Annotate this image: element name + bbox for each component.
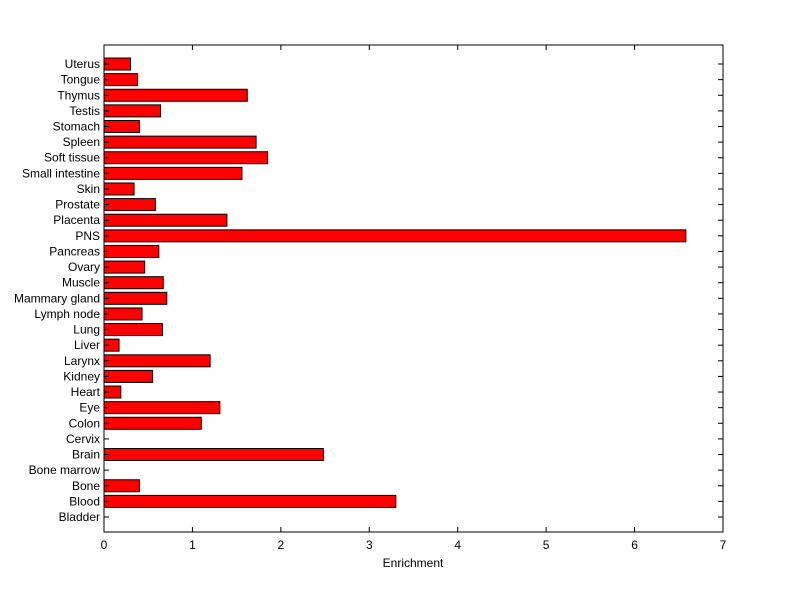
y-tick-label: Skin <box>77 182 100 196</box>
bar-mammary-gland <box>103 291 168 305</box>
y-tick-label: Muscle <box>62 276 100 290</box>
bars-group <box>103 57 687 508</box>
bar-spleen <box>103 135 257 149</box>
y-tick-label: Eye <box>79 401 100 415</box>
bar-ovary <box>103 260 146 274</box>
y-tick-label: Spleen <box>63 135 100 149</box>
y-tick-label: Kidney <box>63 369 100 383</box>
x-ticks-group: 0 1 2 3 4 5 6 7 <box>101 45 727 552</box>
bar-thymus <box>103 88 248 102</box>
x-tick-label: 0 <box>101 538 108 552</box>
bar-pancreas <box>103 244 160 258</box>
y-tick-label: Prostate <box>55 198 100 212</box>
bar-small-intestine <box>103 166 243 180</box>
bar-pns <box>103 229 687 243</box>
bar-muscle <box>103 276 164 290</box>
bar-colon <box>103 416 202 430</box>
y-tick-label: Bone marrow <box>29 463 101 477</box>
bar-kidney <box>103 369 154 383</box>
y-tick-label: Tongue <box>61 73 101 87</box>
y-tick-label: Small intestine <box>22 166 100 180</box>
x-tick-label: 7 <box>720 538 727 552</box>
bar-stomach <box>103 120 140 133</box>
y-tick-label: Blood <box>69 494 100 508</box>
y-tick-label: Pancreas <box>49 244 100 258</box>
bar-testis <box>103 104 162 118</box>
bar-bone <box>103 479 140 493</box>
y-tick-label: Mammary gland <box>14 291 100 305</box>
bar-brain <box>103 448 324 462</box>
x-tick-label: 6 <box>631 538 638 552</box>
x-tick-label: 5 <box>543 538 550 552</box>
y-tick-label: Ovary <box>68 260 100 274</box>
x-tick-label: 4 <box>454 538 461 552</box>
x-tick-label: 1 <box>189 538 196 552</box>
y-tick-label: PNS <box>75 229 100 243</box>
y-tick-label: Lymph node <box>34 307 100 321</box>
x-tick-label: 2 <box>278 538 285 552</box>
x-tick-label: 3 <box>366 538 373 552</box>
y-tick-label: Lung <box>73 323 100 337</box>
bar-soft-tissue <box>103 151 269 165</box>
bar-prostate <box>103 198 156 212</box>
y-tick-label: Brain <box>72 448 100 462</box>
bar-tongue <box>103 73 139 87</box>
y-tick-label: Thymus <box>57 88 100 102</box>
y-tick-label: Colon <box>69 416 100 430</box>
y-tick-label: Placenta <box>53 213 100 227</box>
y-tick-label: Larynx <box>64 354 100 368</box>
bar-larynx <box>103 354 211 368</box>
bar-placenta <box>103 213 228 227</box>
x-axis-label: Enrichment <box>383 556 444 570</box>
y-tick-label: Cervix <box>66 432 100 446</box>
bar-blood <box>103 494 397 508</box>
y-tick-label: Testis <box>69 104 100 118</box>
y-tick-label: Liver <box>74 338 100 352</box>
y-tick-label: Stomach <box>53 120 100 134</box>
bar-lung <box>103 323 163 337</box>
y-tick-label: Uterus <box>65 57 100 71</box>
y-tick-label: Bone <box>72 479 100 493</box>
bar-lymph-node <box>103 307 143 321</box>
bar-eye <box>103 401 221 415</box>
y-tick-label: Soft tissue <box>44 151 100 165</box>
y-tick-label: Bladder <box>59 510 100 524</box>
y-tick-label: Heart <box>71 385 101 399</box>
